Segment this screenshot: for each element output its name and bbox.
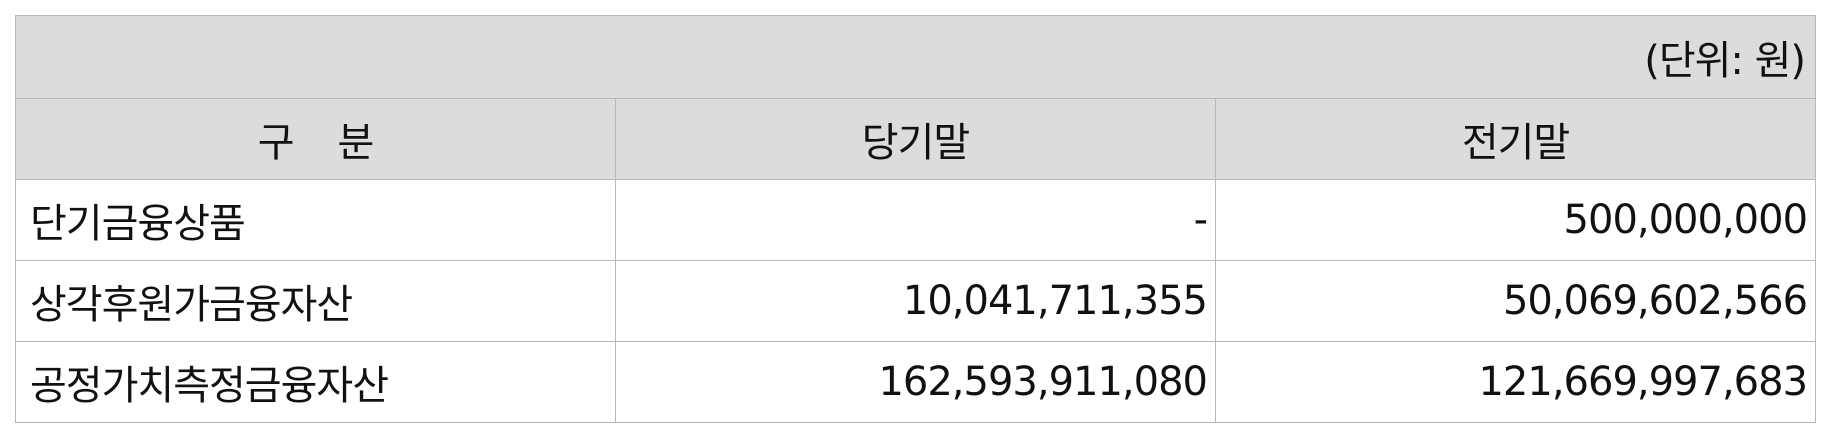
table-row: 상각후원가금융자산 10,041,711,355 50,069,602,566	[15, 260, 1817, 342]
header-current-period: 당기말	[615, 98, 1216, 180]
current-value: 10,041,711,355	[615, 260, 1216, 342]
unit-row: (단위: 원)	[14, 15, 1817, 99]
table-row: 공정가치측정금융자산 162,593,911,080 121,669,997,6…	[15, 341, 1817, 423]
current-value: 162,593,911,080	[615, 341, 1216, 423]
header-previous-period: 전기말	[1214, 98, 1817, 180]
unit-label: (단위: 원)	[14, 15, 1817, 99]
previous-value: 500,000,000	[1214, 179, 1817, 261]
previous-value: 121,669,997,683	[1214, 341, 1817, 423]
previous-value: 50,069,602,566	[1214, 260, 1817, 342]
row-label: 상각후원가금융자산	[15, 260, 616, 342]
row-label: 단기금융상품	[15, 179, 616, 261]
table-row: 단기금융상품 - 500,000,000	[15, 179, 1817, 261]
current-value: -	[615, 179, 1216, 261]
row-label: 공정가치측정금융자산	[15, 341, 616, 423]
header-category-part-2: 분	[337, 120, 375, 166]
header-category-part-1: 구	[257, 120, 295, 166]
